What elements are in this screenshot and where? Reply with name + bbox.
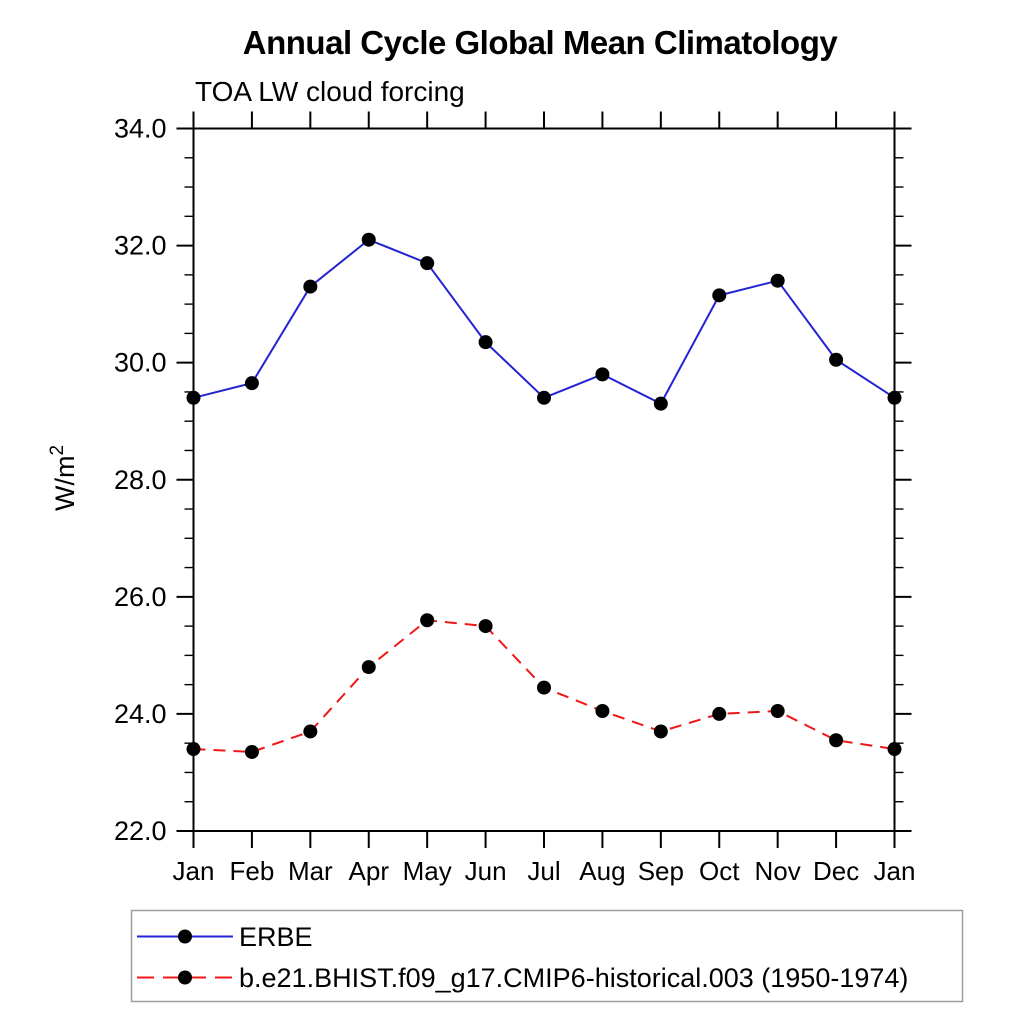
x-tick-label: May xyxy=(403,856,452,886)
legend-label: ERBE xyxy=(239,922,313,952)
y-tick-label: 26.0 xyxy=(114,582,167,612)
data-point-marker xyxy=(595,703,610,718)
x-tick-label: Apr xyxy=(349,856,390,886)
data-point-marker xyxy=(770,703,785,718)
data-point-marker xyxy=(653,724,668,739)
plot-frame xyxy=(192,127,896,832)
y-axis-label: W/m2 xyxy=(47,445,80,511)
x-tick-label: Jul xyxy=(527,856,560,886)
series-line-erbe xyxy=(193,238,896,405)
data-point-marker xyxy=(244,376,259,391)
data-point-marker xyxy=(186,742,201,757)
y-tick-label: 34.0 xyxy=(114,114,167,144)
chart-title: Annual Cycle Global Mean Climatology xyxy=(243,24,839,61)
data-point-marker xyxy=(186,390,201,405)
data-point-marker xyxy=(537,680,551,695)
y-axis-tick-labels: 22.0 24.0 26.0 28.0 30.0 32.0 34.0 xyxy=(114,114,167,847)
legend-label: b.e21.BHIST.f09_g17.CMIP6-historical.003… xyxy=(239,963,908,993)
x-tick-label: Jan xyxy=(173,856,215,886)
y-tick-label: 28.0 xyxy=(114,465,167,495)
data-point-marker xyxy=(887,390,902,405)
x-tick-label: Oct xyxy=(699,856,740,886)
data-point-marker xyxy=(478,619,493,634)
data-point-marker xyxy=(829,352,844,367)
x-tick-label: Sep xyxy=(638,856,684,886)
data-point-marker xyxy=(361,660,376,675)
data-series xyxy=(186,232,902,759)
legend-frame xyxy=(130,909,964,1003)
x-axis-ticks xyxy=(192,111,896,848)
data-point-marker xyxy=(361,232,376,247)
axes-frame xyxy=(192,127,896,832)
x-tick-label: Dec xyxy=(813,856,859,886)
legend-marker xyxy=(178,929,192,944)
data-point-marker xyxy=(303,279,318,294)
y-tick-label: 22.0 xyxy=(114,816,167,846)
x-tick-label: Jan xyxy=(874,856,916,886)
data-point-marker xyxy=(770,273,785,288)
data-point-marker xyxy=(712,706,727,721)
y-tick-label: 32.0 xyxy=(114,231,167,261)
data-point-marker xyxy=(712,288,727,303)
y-tick-label: 24.0 xyxy=(114,699,167,729)
x-axis-tick-labels: Jan Feb Mar Apr May Jun Jul Aug Sep Oct Nov Dec Jan xyxy=(173,856,916,886)
data-point-marker xyxy=(420,256,435,271)
data-point-marker xyxy=(653,396,668,411)
x-tick-label: Aug xyxy=(579,856,625,886)
legend-box: ERBE b.e21.BHIST.f09_g17.CMIP6-historical… xyxy=(130,909,964,1003)
data-point-marker xyxy=(478,335,493,350)
data-point-marker xyxy=(887,742,902,757)
legend-marker xyxy=(178,970,192,985)
data-point-marker xyxy=(537,390,551,405)
data-point-marker xyxy=(829,733,844,748)
data-point-marker xyxy=(303,724,318,739)
x-tick-label: Jun xyxy=(465,856,507,886)
data-point-marker xyxy=(595,367,610,382)
x-tick-label: Mar xyxy=(288,856,333,886)
y-tick-label: 30.0 xyxy=(114,348,167,378)
chart-subtitle: TOA LW cloud forcing xyxy=(195,76,465,107)
x-tick-label: Feb xyxy=(230,856,275,886)
data-point-marker xyxy=(244,744,259,759)
data-point-marker xyxy=(420,613,435,628)
x-tick-label: Nov xyxy=(755,856,801,886)
y-axis-ticks xyxy=(176,127,912,832)
